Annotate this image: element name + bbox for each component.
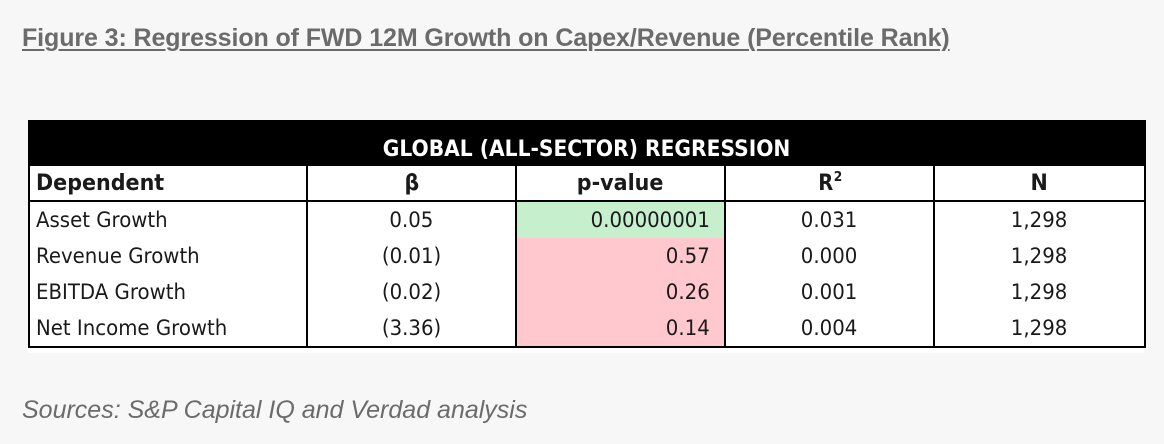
cell-beta: (0.01) [306,238,517,274]
table-row: Revenue Growth (0.01) 0.57 0.000 1,298 [28,238,1147,274]
cell-dependent: Asset Growth [28,201,308,238]
header-dependent: Dependent [28,165,308,202]
table-banner: GLOBAL (ALL-SECTOR) REGRESSION [27,120,1147,166]
r-squared-base: R [817,171,833,196]
cell-n: 1,298 [932,310,1147,348]
cell-r-squared: 0.031 [724,201,935,238]
cell-p-value: 0.00000001 [515,201,726,238]
table-banner-row: GLOBAL (ALL-SECTOR) REGRESSION [27,120,1147,166]
header-r-squared: R2 [724,165,935,202]
cell-dependent: EBITDA Growth [28,274,308,310]
header-beta: β [306,165,517,202]
cell-r-squared: 0.001 [724,274,935,310]
cell-p-value: 0.57 [515,238,726,274]
cell-p-value: 0.26 [515,274,726,310]
cell-beta: 0.05 [306,201,517,238]
cell-r-squared: 0.000 [724,238,935,274]
cell-n: 1,298 [932,201,1147,238]
header-p-value: p-value [515,165,726,202]
table-row: EBITDA Growth (0.02) 0.26 0.001 1,298 [28,274,1147,310]
regression-table: GLOBAL (ALL-SECTOR) REGRESSION Dependent… [27,120,1147,348]
sources-caption: Sources: S&P Capital IQ and Verdad analy… [22,396,528,424]
cell-beta: (0.02) [306,274,517,310]
cell-n: 1,298 [932,238,1147,274]
figure-title: Figure 3: Regression of FWD 12M Growth o… [22,24,950,52]
cell-r-squared: 0.004 [724,310,935,348]
table-header-row: Dependent β p-value R2 N [28,165,1147,202]
r-squared-superscript: 2 [833,170,842,185]
cell-p-value: 0.14 [515,310,726,348]
header-n: N [932,165,1147,202]
regression-table-container: GLOBAL (ALL-SECTOR) REGRESSION Dependent… [27,120,1147,353]
cell-dependent: Net Income Growth [28,310,308,348]
table-row: Asset Growth 0.05 0.00000001 0.031 1,298 [28,201,1147,238]
table-row: Net Income Growth (3.36) 0.14 0.004 1,29… [28,310,1147,348]
cell-dependent: Revenue Growth [28,238,308,274]
cell-n: 1,298 [932,274,1147,310]
cell-beta: (3.36) [306,310,517,348]
